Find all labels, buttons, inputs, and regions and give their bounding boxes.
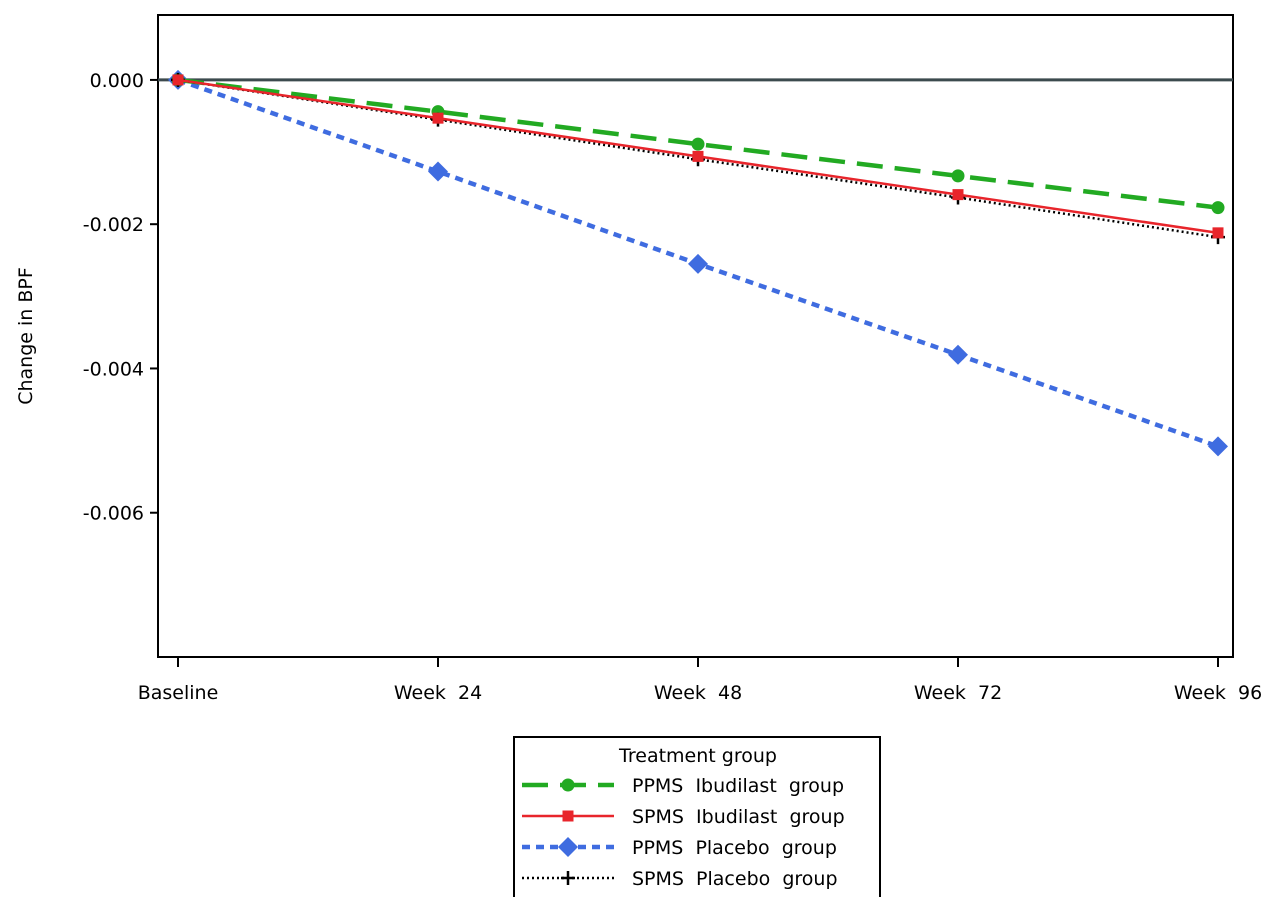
y-axis: 0.000 -0.002 -0.004 -0.006	[83, 70, 158, 525]
x-tick-label: Week 96	[1174, 682, 1262, 704]
legend-entry: SPMS Placebo group	[522, 868, 838, 890]
x-tick-label: Week 72	[914, 682, 1002, 704]
legend-label: PPMS Ibudilast group	[632, 775, 844, 797]
data-point	[172, 74, 184, 86]
series-line	[177, 77, 1219, 210]
data-point	[948, 344, 968, 365]
y-axis-label: Change in BPF	[15, 267, 37, 405]
data-point	[692, 150, 704, 162]
x-axis: Baseline Week 24 Week 48 Week 72 Week 96	[138, 657, 1262, 704]
data-point	[951, 169, 965, 183]
x-tick-label: Week 48	[654, 682, 742, 704]
y-tick-label: 0.000	[90, 70, 144, 92]
data-point	[432, 112, 444, 124]
legend-label: PPMS Placebo group	[632, 837, 837, 859]
series-layer	[168, 69, 1228, 457]
legend-entry: SPMS Ibudilast group	[522, 806, 845, 828]
legend-title: Treatment group	[618, 745, 777, 767]
data-point	[1208, 436, 1228, 457]
data-point	[428, 161, 448, 182]
y-tick-label: -0.006	[83, 503, 144, 525]
legend-swatch-marker	[558, 837, 578, 857]
legend-label: SPMS Ibudilast group	[632, 806, 845, 828]
series-2	[168, 69, 1228, 457]
data-point	[688, 253, 708, 274]
data-point	[1212, 227, 1224, 239]
series-0	[171, 73, 1225, 215]
x-tick-label: Baseline	[138, 682, 219, 704]
data-point	[691, 137, 705, 151]
legend-entry: PPMS Ibudilast group	[522, 775, 844, 797]
legend-swatch-marker	[562, 810, 574, 822]
legend: Treatment group PPMS Ibudilast group SPMS…	[513, 736, 881, 897]
legend-entries: PPMS Ibudilast group SPMS Ibudilast group…	[522, 775, 845, 890]
legend-swatch-marker	[561, 778, 575, 792]
data-point	[952, 189, 964, 201]
series-1	[172, 74, 1224, 239]
y-tick-label: -0.002	[83, 214, 144, 236]
legend-swatch-marker	[561, 871, 575, 885]
data-point	[1211, 201, 1225, 215]
legend-entry: PPMS Placebo group	[522, 837, 837, 859]
legend-label: SPMS Placebo group	[632, 868, 838, 890]
y-tick-label: -0.004	[83, 358, 144, 380]
x-tick-label: Week 24	[394, 682, 482, 704]
plot-frame	[157, 14, 1234, 658]
